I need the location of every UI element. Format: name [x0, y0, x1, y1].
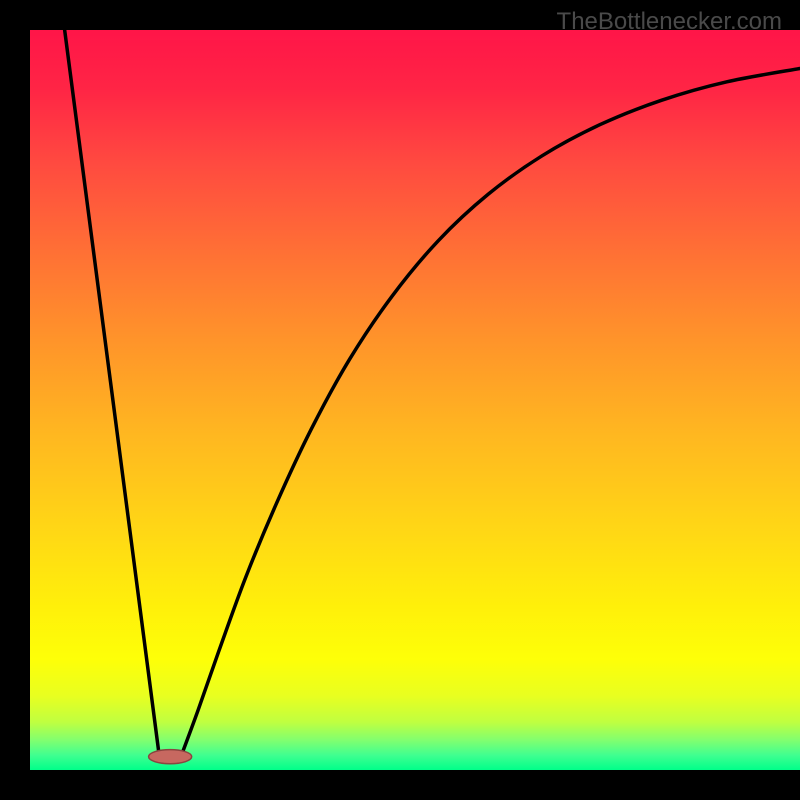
watermark-text: TheBottlenecker.com — [557, 8, 782, 36]
gradient-background — [30, 30, 800, 770]
chart-plot-area — [30, 30, 800, 770]
